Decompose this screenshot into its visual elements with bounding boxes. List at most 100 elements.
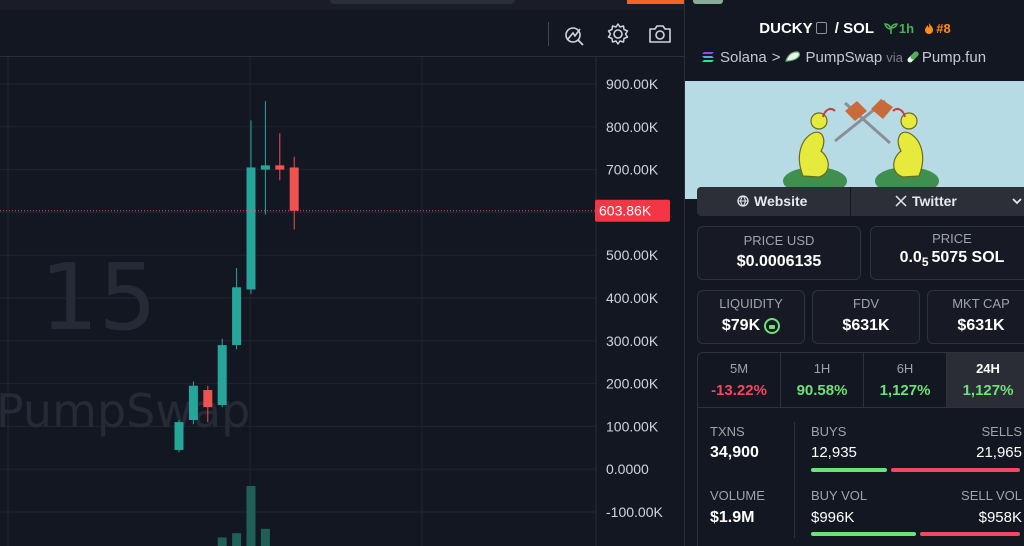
sell-volume-ratio-bar xyxy=(920,532,1020,536)
lock-icon xyxy=(764,318,781,334)
sell-volume-value: $958K xyxy=(978,509,1022,526)
price-axis-tick: 900.00K xyxy=(606,76,659,92)
volume-bar xyxy=(217,537,227,546)
liquidity-value: $79K xyxy=(698,317,804,335)
token-banner-image xyxy=(685,81,1024,199)
liquidity-label: LIQUIDITY xyxy=(719,296,783,311)
sells-label: SELLS xyxy=(981,424,1022,439)
flame-icon xyxy=(925,23,934,34)
candle xyxy=(203,385,213,423)
fdv-value: $631K xyxy=(842,317,890,334)
indicator-icon[interactable] xyxy=(562,21,588,47)
quote-symbol: SOL xyxy=(843,20,874,37)
price-axis-tick: 400.00K xyxy=(606,290,659,306)
tab-1h[interactable]: 1H 90.58% xyxy=(781,353,864,407)
price-axis-tick: -100.00K xyxy=(606,504,663,520)
fdv-card: FDV $631K xyxy=(812,290,920,344)
buys-ratio-bar xyxy=(811,468,887,472)
buys-label: BUYS xyxy=(811,424,847,439)
price-axis-tick: 0.0000 xyxy=(606,461,649,477)
market-cap-card: MKT CAP $631K xyxy=(927,290,1024,344)
sprout-icon xyxy=(883,23,899,34)
liquidity-card: LIQUIDITY $79K xyxy=(697,290,805,344)
chart-toolbar xyxy=(0,10,684,57)
price-axis-tick: 200.00K xyxy=(606,376,659,392)
market-cap-value: $631K xyxy=(957,317,1005,334)
price-axis-tick: 700.00K xyxy=(606,162,659,178)
copy-icon[interactable] xyxy=(815,22,827,34)
txns-label: TXNS xyxy=(710,424,745,439)
price-usd-value: $0.0006135 xyxy=(736,253,822,270)
timeframe-tabs: 5M -13.22% 1H 90.58% 6H 1,127% 24H 1,127… xyxy=(697,352,1024,408)
txns-value: 34,900 xyxy=(710,444,759,461)
price-chart[interactable]: 15 PumpSwap 900.00K800.00K700.00K600.00K… xyxy=(0,57,684,546)
pumpswap-icon xyxy=(785,51,801,62)
launchpad-link[interactable]: Pump.fun xyxy=(921,49,987,66)
dex-link[interactable]: PumpSwap xyxy=(805,49,883,66)
breadcrumb: Solana > PumpSwap via Pump.fun xyxy=(701,49,986,66)
chevron-right-icon: > xyxy=(771,49,781,66)
trending-timeframe: 1h xyxy=(883,21,914,36)
solana-icon xyxy=(702,52,714,62)
gear-icon[interactable] xyxy=(605,21,631,47)
candle xyxy=(260,101,270,215)
social-links: Website Twitter xyxy=(697,187,1024,216)
candle xyxy=(289,156,299,230)
panel-top-tab[interactable] xyxy=(693,0,723,4)
candle xyxy=(174,419,184,453)
sells-value: 21,965 xyxy=(976,444,1022,461)
volume-bar xyxy=(232,533,242,546)
grid xyxy=(0,57,684,546)
pair-separator: / xyxy=(834,20,839,37)
buy-volume-label: BUY VOL xyxy=(811,488,868,503)
price-sol-label: PRICE xyxy=(932,231,972,246)
current-price-tag: 603.86K xyxy=(595,199,670,222)
price-axis-tick: 800.00K xyxy=(606,119,659,135)
stats-divider xyxy=(794,422,795,538)
market-cap-label: MKT CAP xyxy=(952,296,1010,311)
trade-stats: TXNS 34,900 BUYS 12,935 SELLS 21,965 VOL… xyxy=(697,406,1024,546)
token-symbol: DUCKY xyxy=(759,20,813,37)
volume-value: $1.9M xyxy=(710,509,755,526)
sells-ratio-bar xyxy=(891,468,1020,472)
volume-label: VOLUME xyxy=(710,488,765,503)
chain-link[interactable]: Solana xyxy=(720,49,767,66)
volume-bars xyxy=(217,486,270,546)
candle xyxy=(232,268,242,350)
trending-rank: #8 xyxy=(924,21,951,36)
buy-volume-value: $996K xyxy=(811,509,855,526)
volume-bar xyxy=(246,486,256,546)
candles xyxy=(174,101,299,453)
price-axis-tick: 100.00K xyxy=(606,418,659,434)
tab-5m[interactable]: 5M -13.22% xyxy=(698,353,781,407)
top-strip xyxy=(0,0,684,10)
sell-volume-label: SELL VOL xyxy=(961,488,1022,503)
price-axis-tick: 300.00K xyxy=(606,333,659,349)
candle xyxy=(275,133,285,181)
tab-6h[interactable]: 6H 1,127% xyxy=(864,353,947,407)
twitter-button[interactable]: Twitter xyxy=(895,187,957,216)
chart-canvas[interactable]: 15 PumpSwap 900.00K800.00K700.00K600.00K… xyxy=(0,57,684,546)
accent-button[interactable] xyxy=(627,0,684,4)
price-usd-label: PRICE USD xyxy=(743,233,815,248)
chevron-down-icon[interactable] xyxy=(1011,187,1023,216)
x-logo-icon xyxy=(895,195,907,207)
pair-title: DUCKY / SOL 1h #8 xyxy=(685,20,1024,37)
price-usd-card: PRICE USD $0.0006135 xyxy=(697,226,861,280)
via-label: via xyxy=(886,50,903,65)
token-panel: DUCKY / SOL 1h #8 Solana > PumpSwap via Pump… xyxy=(684,0,1024,546)
website-button[interactable]: Website xyxy=(737,187,807,216)
candle xyxy=(188,381,198,425)
buy-volume-ratio-bar xyxy=(811,532,916,536)
price-sol-card: PRICE 0.05 5075 SOL xyxy=(870,226,1024,280)
price-sol-value: 0.05 5075 SOL xyxy=(899,249,1005,270)
watermark-interval: 15 xyxy=(40,244,157,351)
link-divider xyxy=(850,187,851,216)
price-axis-tick: 500.00K xyxy=(606,247,659,263)
tab-24h[interactable]: 24H 1,127% xyxy=(947,353,1024,407)
svg-text:603.86K: 603.86K xyxy=(599,203,652,219)
toolbar-divider xyxy=(548,22,549,46)
search-pill[interactable] xyxy=(330,0,515,4)
globe-icon xyxy=(737,195,749,207)
camera-icon[interactable] xyxy=(647,21,673,47)
